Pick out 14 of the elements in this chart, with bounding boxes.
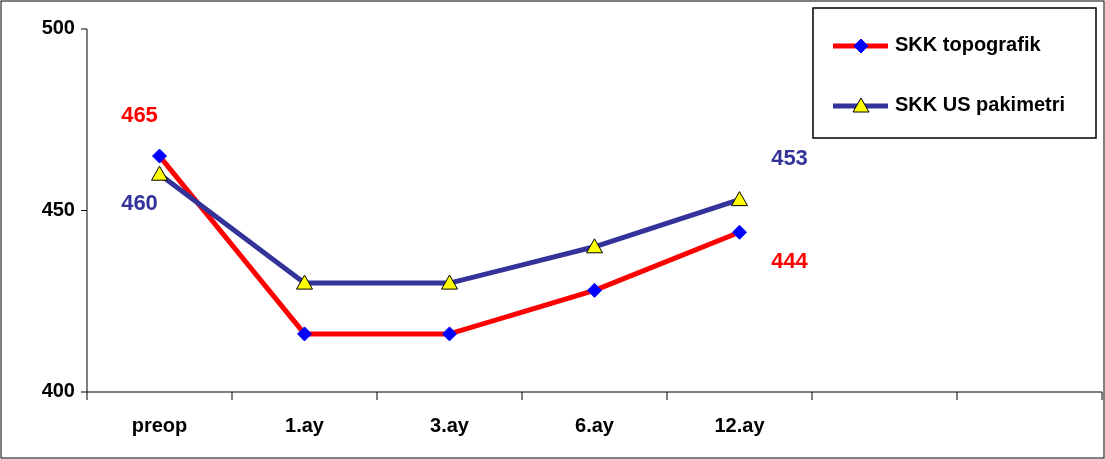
data-label: 453 [771,145,808,171]
x-tick-label: 12.ay [714,414,766,436]
x-tick-label: 1.ay [285,414,325,436]
data-label: 465 [121,101,158,127]
legend-label: SKK US pakimetri [895,93,1066,116]
x-tick-label: preop [131,414,188,436]
x-tick-label: 6.ay [575,414,615,436]
legend-label: SKK topografik [895,33,1042,56]
y-tick-label: 450 [41,197,75,220]
data-label: 460 [121,190,158,216]
data-label: 444 [771,248,809,274]
y-tick-label: 500 [41,16,75,39]
y-tick-label: 400 [41,379,75,402]
x-tick-label: 3.ay [430,414,470,436]
